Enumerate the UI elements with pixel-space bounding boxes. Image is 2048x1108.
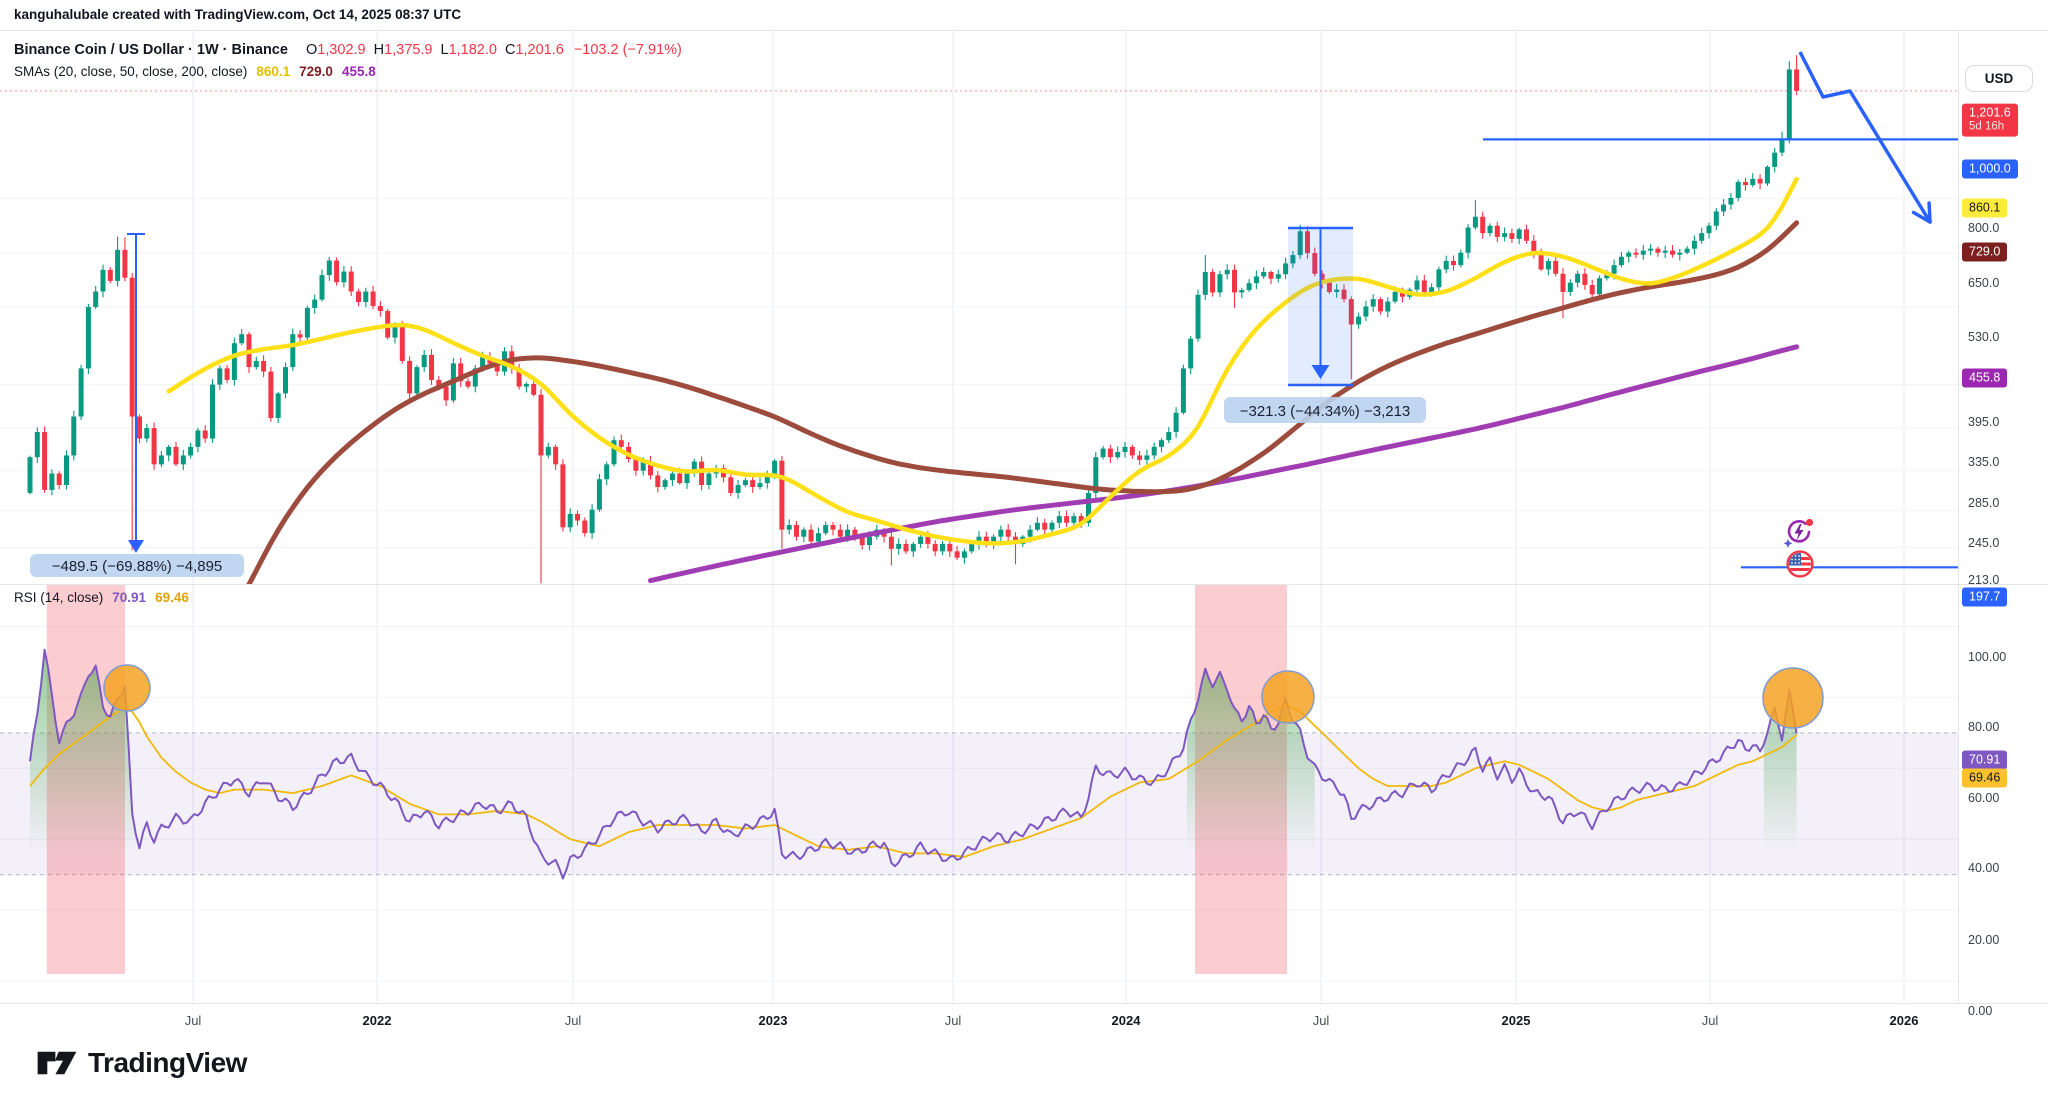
rsi-values: 70.91 69.46 xyxy=(103,590,189,605)
time-axis-label: Jul xyxy=(1312,1013,1330,1028)
ohlc-key: C xyxy=(504,42,516,58)
ohlc-key: O xyxy=(305,42,318,58)
rsi-value: 70.91 xyxy=(112,590,147,605)
change-value: −103.2 (−7.91%) xyxy=(573,42,682,58)
axis-tick-label: 20.00 xyxy=(1968,933,2000,947)
axis-tick-label: 335.0 xyxy=(1968,455,2000,469)
axis-tick-label: 530.0 xyxy=(1968,330,2000,344)
axis-price-badge: 455.8 xyxy=(1962,368,2008,388)
ohlc-value: 1,182.0 xyxy=(448,42,497,58)
axis-price-badge: 197.7 xyxy=(1962,587,2008,607)
pane-divider[interactable] xyxy=(0,584,2048,585)
rsi-pane xyxy=(0,585,1958,974)
axis-price-badge: 69.46 xyxy=(1962,768,2008,788)
tradingview-logo-icon xyxy=(37,1051,77,1075)
sma-value: 455.8 xyxy=(341,64,376,79)
measure-label xyxy=(30,554,244,577)
tradingview-logo[interactable]: TradingView xyxy=(36,1046,247,1080)
ohlc-value: 1,201.6 xyxy=(515,42,564,58)
symbol-title[interactable]: Binance Coin / US Dollar · 1W · Binance xyxy=(14,42,288,58)
us-flag-event-icon[interactable] xyxy=(1785,549,1815,579)
axis-price-badge: 1,201.6 5d 16h xyxy=(1962,103,2018,137)
price-pane xyxy=(27,55,1800,584)
axis-tick-label: 60.00 xyxy=(1968,791,2000,805)
ohlc-value: 1,375.9 xyxy=(384,42,433,58)
measure-label-text: −321.3 (−44.34%) −3,213 xyxy=(1240,403,1411,420)
sma-value: 729.0 xyxy=(299,64,333,79)
axis-tick-label: 650.0 xyxy=(1968,276,2000,290)
axis-tick-label: 80.00 xyxy=(1968,720,2000,734)
measure-label-text: −489.5 (−69.88%) −4,895 xyxy=(52,558,223,575)
time-axis[interactable]: Jul 2022 Jul 2023 Jul 2024 Jul 2025 Jul 2026 xyxy=(0,1003,1958,1038)
axis-tick-label: 40.00 xyxy=(1968,861,2000,875)
rsi-overbought-fill xyxy=(30,649,140,854)
axis-tick-label: 213.0 xyxy=(1968,573,2000,587)
time-axis-label: 2025 xyxy=(1501,1013,1531,1028)
currency-button[interactable]: USD xyxy=(1965,65,2033,92)
axis-tick-label: 395.0 xyxy=(1968,415,2000,429)
sma200-line xyxy=(648,344,1800,584)
rsi-signal-circle xyxy=(1762,667,1824,729)
axis-price-badge: 1,000.0 xyxy=(1962,159,2018,179)
chart-area[interactable]: −489.5 (−69.88%) −4,895 −321.3 (−44.34%) … xyxy=(0,30,2048,1038)
axis-tick-label: 0.00 xyxy=(1968,1004,1993,1018)
ohlc-values: O1,302.9 H1,375.9 L1,182.0 C1,201.6 xyxy=(298,42,564,58)
chart-canvas[interactable]: −489.5 (−69.88%) −4,895 −321.3 (−44.34%) … xyxy=(0,30,1958,1003)
tradingview-logo-text: TradingView xyxy=(88,1047,247,1078)
sma50-line xyxy=(246,220,1800,584)
ohlc-value: 1,302.9 xyxy=(317,42,366,58)
spark-event-icon[interactable] xyxy=(1782,515,1816,549)
time-axis-label: Jul xyxy=(944,1013,962,1028)
sma-values: 860.1 729.0 455.8 xyxy=(247,64,375,79)
credit-line: kanguhalubale created with TradingView.c… xyxy=(14,7,462,22)
ohlc-key: H xyxy=(373,42,385,58)
time-axis-label: 2023 xyxy=(758,1013,788,1028)
axis-tick-label: 100.00 xyxy=(1968,650,2007,664)
drawings: −489.5 (−69.88%) −4,895 −321.3 (−44.34%) … xyxy=(0,51,1958,577)
rsi-line xyxy=(29,648,1798,880)
sma-legend[interactable]: SMAs (20, close, 50, close, 200, close) 8… xyxy=(14,64,376,79)
rsi-legend[interactable]: RSI (14, close) 70.91 69.46 xyxy=(14,590,189,605)
ohlc-key: L xyxy=(440,42,449,58)
measure-label xyxy=(1224,397,1426,423)
axis-price-badge: 70.91 xyxy=(1962,750,2008,770)
rsi-legend-label: RSI (14, close) xyxy=(14,590,104,605)
candles xyxy=(27,55,1800,584)
trend-arrow xyxy=(1798,51,1932,223)
axis-price-badge: 729.0 xyxy=(1962,242,2008,262)
time-axis-label: Jul xyxy=(184,1013,202,1028)
sma-legend-label: SMAs (20, close, 50, close, 200, close) xyxy=(14,64,248,79)
sma20-line xyxy=(166,176,1799,546)
time-axis-label: Jul xyxy=(564,1013,582,1028)
axis-tick-label: 285.0 xyxy=(1968,496,2000,510)
rsi-value: 69.46 xyxy=(155,590,189,605)
price-axis-border xyxy=(1958,30,1959,1003)
axis-tick-label: 800.0 xyxy=(1968,221,2000,235)
time-axis-border xyxy=(0,1003,2048,1004)
chart-top-border xyxy=(0,30,2048,31)
rsi-signal-circle xyxy=(103,664,151,712)
axis-price-badge: 860.1 xyxy=(1962,198,2008,218)
rsi-overbought-fill xyxy=(1763,689,1797,854)
time-axis-label: Jul xyxy=(1701,1013,1719,1028)
time-axis-label: 2022 xyxy=(362,1013,392,1028)
rsi-signal-circle xyxy=(1261,670,1315,724)
price-axis[interactable]: USD 800.0 650.0 530.0 395.0 335.0 285.0 245.0 2… xyxy=(1958,60,2048,1033)
time-axis-label: 2026 xyxy=(1889,1013,1919,1028)
symbol-legend[interactable]: Binance Coin / US Dollar · 1W · Binance O… xyxy=(14,42,682,58)
axis-tick-label: 245.0 xyxy=(1968,536,2000,550)
sma-value: 860.1 xyxy=(256,64,291,79)
time-axis-label: 2024 xyxy=(1111,1013,1141,1028)
